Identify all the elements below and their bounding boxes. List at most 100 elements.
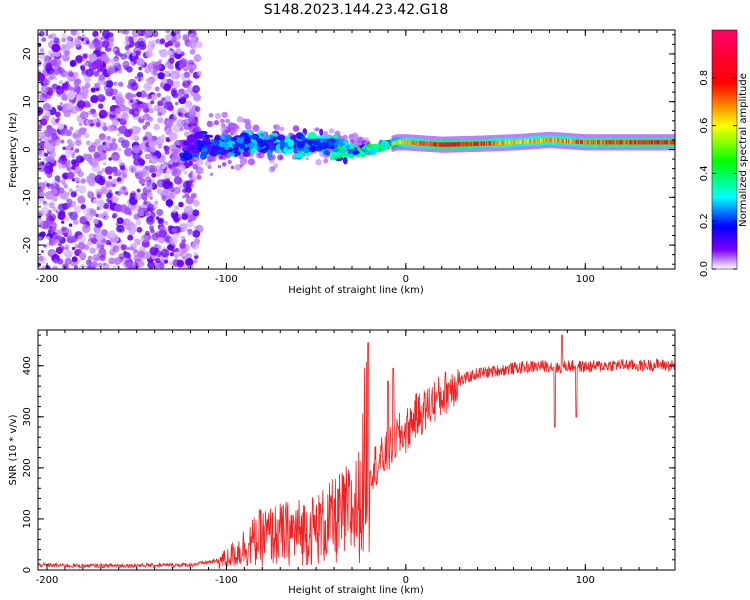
heatmap-cell <box>131 51 137 57</box>
heatmap-cell <box>88 159 93 164</box>
heatmap-cell <box>552 138 555 143</box>
heatmap-cell <box>171 154 180 163</box>
heatmap-cell <box>402 140 404 145</box>
heatmap-cell <box>171 227 177 233</box>
heatmap-cell <box>312 138 321 146</box>
heatmap-cell <box>93 59 103 69</box>
heatmap-cell <box>131 125 140 135</box>
heatmap-cell <box>146 164 155 174</box>
heatmap-cell <box>174 42 181 48</box>
heatmap-cell <box>226 140 236 146</box>
heatmap-cell <box>39 48 45 53</box>
heatmap-cell <box>247 158 255 166</box>
heatmap-cell <box>200 152 207 157</box>
heatmap-cell <box>409 140 412 145</box>
heatmap-cell <box>86 175 95 184</box>
heatmap-cell <box>132 93 137 98</box>
heatmap-cell <box>50 188 58 196</box>
heatmap-cell <box>470 141 472 147</box>
heatmap-cell <box>74 176 80 183</box>
heatmap-cell <box>192 85 200 94</box>
heatmap-cell <box>54 50 61 57</box>
heatmap-cell <box>128 36 134 42</box>
heatmap-cell <box>92 118 98 124</box>
heatmap-cell <box>293 152 304 159</box>
heatmap-cell <box>524 139 527 144</box>
heatmap-cell <box>101 168 106 173</box>
heatmap-cell <box>143 210 150 217</box>
heatmap-cell <box>569 139 571 144</box>
heatmap-cell <box>121 139 130 149</box>
heatmap-cell <box>394 140 397 146</box>
heatmap-cell <box>550 137 553 143</box>
heatmap-cell <box>196 174 202 180</box>
heatmap-cell <box>154 247 159 252</box>
heatmap-cell <box>358 150 366 157</box>
heatmap-cell <box>133 135 140 142</box>
heatmap-cell <box>188 68 194 73</box>
heatmap-cell <box>587 140 589 145</box>
heatmap-cell <box>495 140 498 146</box>
heatmap-cell <box>188 160 194 166</box>
heatmap-cell <box>591 140 594 145</box>
heatmap-cell <box>182 188 187 194</box>
heatmap-cell <box>601 140 603 145</box>
heatmap-cell <box>47 34 53 40</box>
heatmap-cell <box>327 141 334 148</box>
heatmap-cell <box>145 93 153 100</box>
heatmap-cell <box>187 231 192 236</box>
heatmap-cell <box>131 108 140 117</box>
heatmap-cell <box>144 153 151 160</box>
heatmap-cell <box>485 141 487 146</box>
heatmap-cell <box>392 141 394 146</box>
heatmap-cell <box>65 40 74 49</box>
heatmap-cell <box>423 141 426 146</box>
heatmap-cell <box>153 123 161 131</box>
heatmap-cell <box>85 40 90 45</box>
heatmap-cell <box>50 53 56 59</box>
heatmap-cell <box>119 228 123 232</box>
heatmap-cell <box>74 40 82 48</box>
heatmap-cell <box>221 162 227 167</box>
heatmap-cell <box>653 140 655 145</box>
heatmap-cell <box>96 43 102 49</box>
heatmap-cell <box>664 140 667 145</box>
heatmap-cell <box>555 138 557 143</box>
heatmap-cell <box>331 148 340 153</box>
heatmap-cell <box>48 91 54 97</box>
heatmap-cell <box>127 128 134 134</box>
heatmap-cell <box>172 168 181 178</box>
heatmap-cell <box>230 137 238 141</box>
heatmap-cell <box>150 178 156 184</box>
heatmap-cell <box>419 141 421 146</box>
heatmap-cell <box>516 139 518 145</box>
heatmap-cell <box>59 190 69 200</box>
heatmap-cell <box>95 121 101 128</box>
snr-series-line <box>38 334 675 570</box>
heatmap-cell <box>82 58 86 62</box>
heatmap-cell <box>391 141 393 146</box>
heatmap-cell <box>194 131 204 140</box>
heatmap-cell <box>38 131 46 140</box>
heatmap-cell <box>597 140 599 145</box>
heatmap-cell <box>150 100 155 105</box>
heatmap-cell <box>68 86 74 91</box>
heatmap-cell <box>193 259 198 264</box>
heatmap-cell <box>541 138 543 143</box>
heatmap-cell <box>120 244 127 251</box>
heatmap-cell <box>41 161 45 166</box>
heatmap-cell <box>157 100 164 107</box>
heatmap-cell <box>258 139 267 148</box>
heatmap-cell <box>164 95 172 102</box>
heatmap-cell <box>102 125 108 132</box>
heatmap-cell <box>191 242 199 250</box>
heatmap-cell <box>157 72 165 80</box>
heatmap-cell <box>97 94 106 103</box>
snr-x-label: Height of straight line (km) <box>288 585 424 596</box>
y-tick-label: 0 <box>22 146 33 152</box>
heatmap-cell <box>662 140 665 145</box>
heatmap-cell <box>159 38 166 45</box>
heatmap-cell <box>580 139 583 145</box>
heatmap-cell <box>111 196 119 204</box>
